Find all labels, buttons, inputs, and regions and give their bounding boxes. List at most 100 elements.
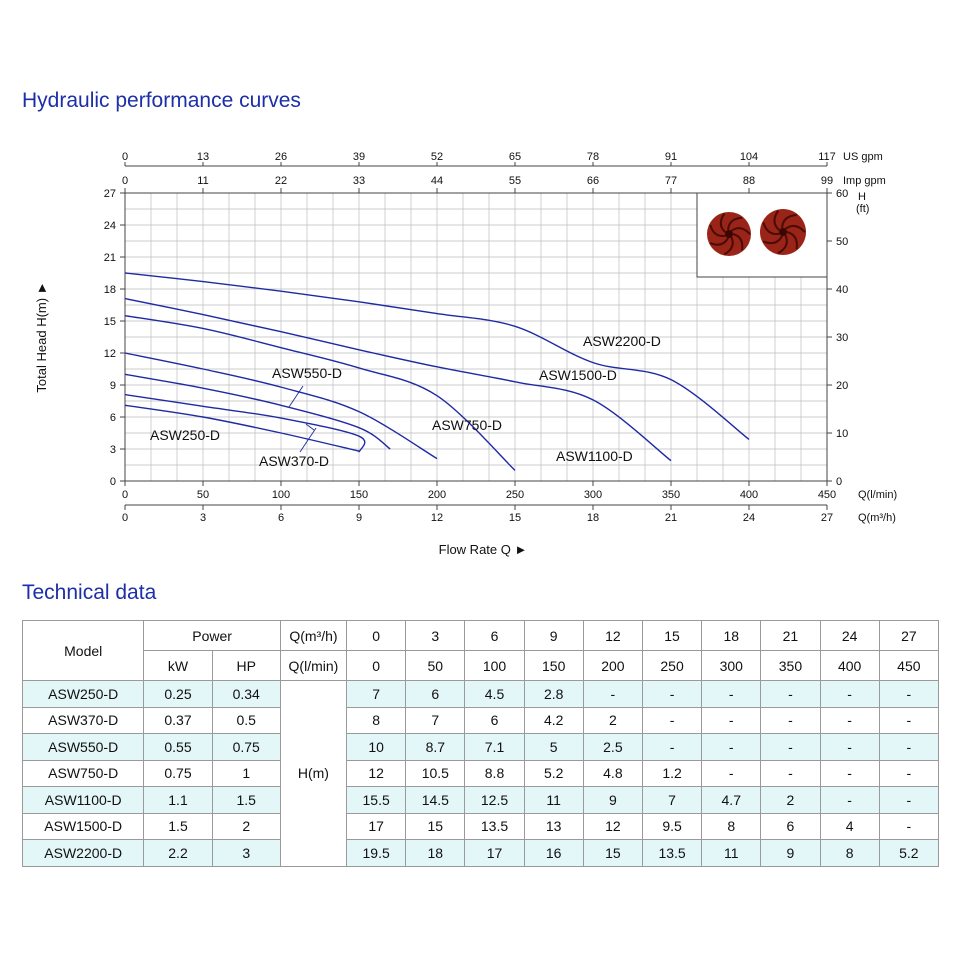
q-m3h-value: 27	[878, 620, 940, 651]
head-value-cell: -	[641, 680, 703, 708]
x2-unit-m3h: Q(m³/h)	[858, 512, 896, 524]
head-value-cell: 7.1	[464, 733, 525, 761]
table-header-row-1: Model Power Q(m³/h) 0 3 6 9 12 15 18 21 24 27	[21, 620, 940, 681]
technical-data-table: Model Power Q(m³/h) 0 3 6 9 12 15 18 21 24 27 kW …	[21, 620, 940, 867]
usgpm-tick-label: 52	[431, 151, 443, 163]
impgpm-tick-label: 44	[431, 175, 443, 187]
head-value-cell: 2	[582, 706, 643, 734]
curve-label-asw370-d: ASW370-D	[259, 453, 329, 469]
head-value-cell: 5.2	[523, 759, 584, 787]
table-row: ASW370-D 0.37 0.5 8 7 6 4.2 2- - - - -	[21, 706, 940, 734]
kw-cell: 0.37	[143, 706, 213, 734]
curve-label-asw1500-d: ASW1500-D	[539, 367, 617, 383]
model-cell: ASW2200-D	[21, 839, 145, 867]
head-value-cell: 13.5	[641, 839, 703, 867]
impgpm-tick-label: 22	[275, 175, 287, 187]
head-value-cell: -	[641, 706, 703, 734]
hp-header: HP	[211, 650, 281, 681]
leader-asw550	[288, 385, 304, 408]
head-value-cell: 6	[760, 812, 821, 840]
head-value-cell: 17	[346, 812, 407, 840]
hp-cell: 3	[211, 839, 281, 867]
head-value-cell: 14.5	[405, 786, 466, 814]
y-tick-label: 27	[104, 188, 116, 200]
head-value-cell: -	[878, 680, 940, 708]
head-value-cell: 8	[346, 706, 407, 734]
y-tick-label: 21	[104, 252, 116, 264]
head-value-cell: -	[701, 680, 762, 708]
table-row: ASW2200-D 2.2 3 19.5 18 17 16 15 13.5 11 9 8 5.2	[21, 839, 940, 867]
usgpm-tick-label: 65	[509, 151, 521, 163]
table-row: ASW750-D 0.75 1 12 10.5 8.8 5.2 4.8 1.2- - - -	[21, 759, 940, 787]
kw-cell: 2.2	[143, 839, 213, 867]
x-tick-label: 300	[584, 489, 602, 501]
x2-tick-label: 21	[665, 512, 677, 524]
head-value-cell: -	[760, 733, 821, 761]
y-tick-label: 3	[110, 444, 116, 456]
usgpm-tick-label: 104	[740, 151, 758, 163]
curve-label-asw250-d: ASW250-D	[150, 427, 220, 443]
q-m3h-value: 3	[405, 620, 466, 651]
head-value-cell: 8	[819, 839, 880, 867]
q-m3h-value: 18	[701, 620, 762, 651]
q-lmin-value: 300	[701, 650, 762, 681]
head-value-cell: -	[701, 706, 762, 734]
head-value-cell: 4.5	[464, 680, 525, 708]
hp-cell: 1.5	[211, 786, 281, 814]
y-right-tick-label: 50	[836, 236, 848, 248]
head-value-cell: 16	[523, 839, 584, 867]
x2-tick-label: 24	[743, 512, 755, 524]
impgpm-tick-label: 0	[122, 175, 128, 187]
head-value-cell: 8	[701, 812, 762, 840]
x-axis-title: Flow Rate Q ►	[439, 542, 528, 557]
x2-tick-label: 27	[821, 512, 833, 524]
impgpm-tick-label: 33	[353, 175, 365, 187]
y-right-tick-label: 30	[836, 332, 848, 344]
table-row: ASW550-D 0.55 0.75 10 8.7 7.1 5 2.5- - - - -	[21, 733, 940, 761]
head-value-cell: 15.5	[346, 786, 407, 814]
impgpm-tick-label: 88	[743, 175, 755, 187]
q-lmin-value: 150	[523, 650, 584, 681]
y-right-tick-label: 10	[836, 428, 848, 440]
table-row: ASW1100-D 1.1 1.5 15.5 14.5 12.5 11 9 7 4.7 2- -	[21, 786, 940, 814]
head-value-cell: -	[819, 706, 880, 734]
model-header: Model	[21, 620, 145, 681]
impgpm-tick-label: 66	[587, 175, 599, 187]
usgpm-tick-label: 0	[122, 151, 128, 163]
head-value-cell: -	[641, 733, 703, 761]
hp-cell: 0.34	[211, 680, 281, 708]
head-value-cell: 6	[464, 706, 525, 734]
y-right-tick-label: 40	[836, 284, 848, 296]
x-tick-label: 400	[740, 489, 758, 501]
q-lmin-header: Q(l/min)	[279, 650, 348, 681]
head-value-cell: 18	[405, 839, 466, 867]
x2-tick-label: 9	[356, 512, 362, 524]
hp-cell: 0.75	[211, 733, 281, 761]
head-value-cell: -	[878, 786, 940, 814]
q-m3h-value: 21	[760, 620, 821, 651]
q-m3h-value: 0	[346, 620, 407, 651]
head-value-cell: -	[760, 706, 821, 734]
q-lmin-value: 400	[819, 650, 880, 681]
x-tick-label: 0	[122, 489, 128, 501]
y-right-tick-label: 0	[836, 476, 842, 488]
table-row: ASW250-D 0.25 0.34 H(m) 7 6 4.5 2.8- - - - - -	[21, 680, 940, 867]
y-right-tick-label: 20	[836, 380, 848, 392]
table-row: ASW1500-D 1.5 2 17 15 13.5 13 12 9.5 8 6 4-	[21, 812, 940, 840]
x-tick-label: 250	[506, 489, 524, 501]
head-value-cell: 4.2	[523, 706, 584, 734]
model-cell: ASW550-D	[21, 733, 145, 761]
curve-asw370-d	[124, 393, 366, 453]
x-tick-label: 450	[818, 489, 836, 501]
impgpm-unit: Imp gpm	[843, 175, 886, 187]
y-tick-label: 18	[104, 284, 116, 296]
head-value-cell: -	[582, 680, 643, 708]
usgpm-tick-label: 26	[275, 151, 287, 163]
kw-header: kW	[143, 650, 213, 681]
tech-section-title: Technical data	[22, 581, 157, 604]
head-value-cell: 2.5	[582, 733, 643, 761]
q-m3h-value: 12	[582, 620, 643, 651]
head-value-cell: 2	[760, 786, 821, 814]
curve-label-asw550-d: ASW550-D	[272, 365, 342, 381]
